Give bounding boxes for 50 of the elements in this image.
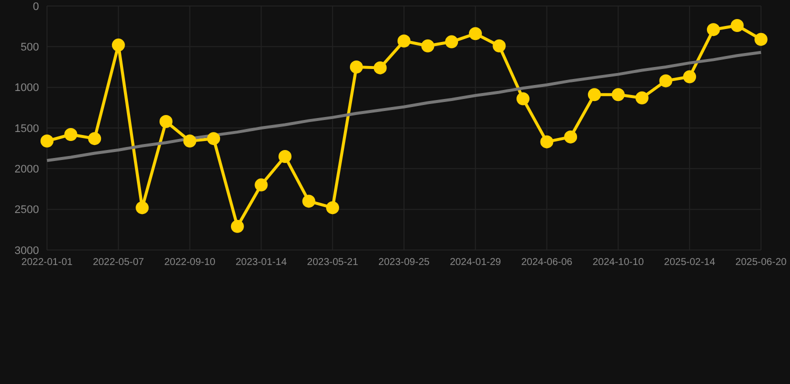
y-tick-label: 1000 xyxy=(14,82,39,94)
line-series xyxy=(46,50,762,162)
x-tick-label: 2023-01-14 xyxy=(236,257,288,268)
point xyxy=(374,61,387,74)
y-tick-label: 500 xyxy=(20,42,39,54)
x-tick-label: 2023-05-21 xyxy=(307,257,359,268)
point xyxy=(492,39,506,52)
point xyxy=(278,150,292,163)
x-tick-label: 2022-01-01 xyxy=(21,257,74,268)
point xyxy=(564,130,578,144)
point xyxy=(706,23,720,36)
point xyxy=(88,132,102,146)
point xyxy=(730,19,744,32)
point xyxy=(230,220,244,233)
x-tick-label: 2024-10-10 xyxy=(592,257,644,268)
x-tick-label: 2025-06-20 xyxy=(735,257,788,268)
point xyxy=(659,74,672,88)
y-tick-label: 0 xyxy=(32,0,39,13)
point xyxy=(64,128,78,142)
point xyxy=(350,60,363,74)
point xyxy=(540,135,554,148)
x-tick-label: 2025-02-14 xyxy=(664,257,716,268)
point xyxy=(636,91,648,104)
point xyxy=(40,134,54,148)
point xyxy=(468,27,482,40)
point xyxy=(136,201,149,214)
point xyxy=(421,39,434,52)
point xyxy=(612,88,625,102)
point xyxy=(516,92,530,106)
x-tick-label: 2024-06-06 xyxy=(521,257,573,268)
y-tick-label: 3000 xyxy=(14,244,39,257)
x-tick-label: 2022-05-07 xyxy=(92,257,144,268)
point xyxy=(754,32,768,46)
point xyxy=(160,114,172,128)
point xyxy=(588,88,601,102)
point xyxy=(398,34,410,48)
x-tick-label: 2022-09-10 xyxy=(164,257,216,268)
point xyxy=(326,201,340,214)
point xyxy=(112,38,125,52)
point xyxy=(445,35,458,48)
point xyxy=(183,134,196,148)
point xyxy=(302,194,316,208)
point xyxy=(207,132,220,146)
x-tick-label: 2024-01-29 xyxy=(450,257,502,268)
point xyxy=(254,178,268,192)
y-tick-label: 1500 xyxy=(14,122,39,135)
point xyxy=(683,70,696,84)
x-tick-label: 2023-09-25 xyxy=(378,257,430,268)
y-tick-label: 2000 xyxy=(14,164,39,176)
y-tick-label: 2500 xyxy=(14,204,39,216)
